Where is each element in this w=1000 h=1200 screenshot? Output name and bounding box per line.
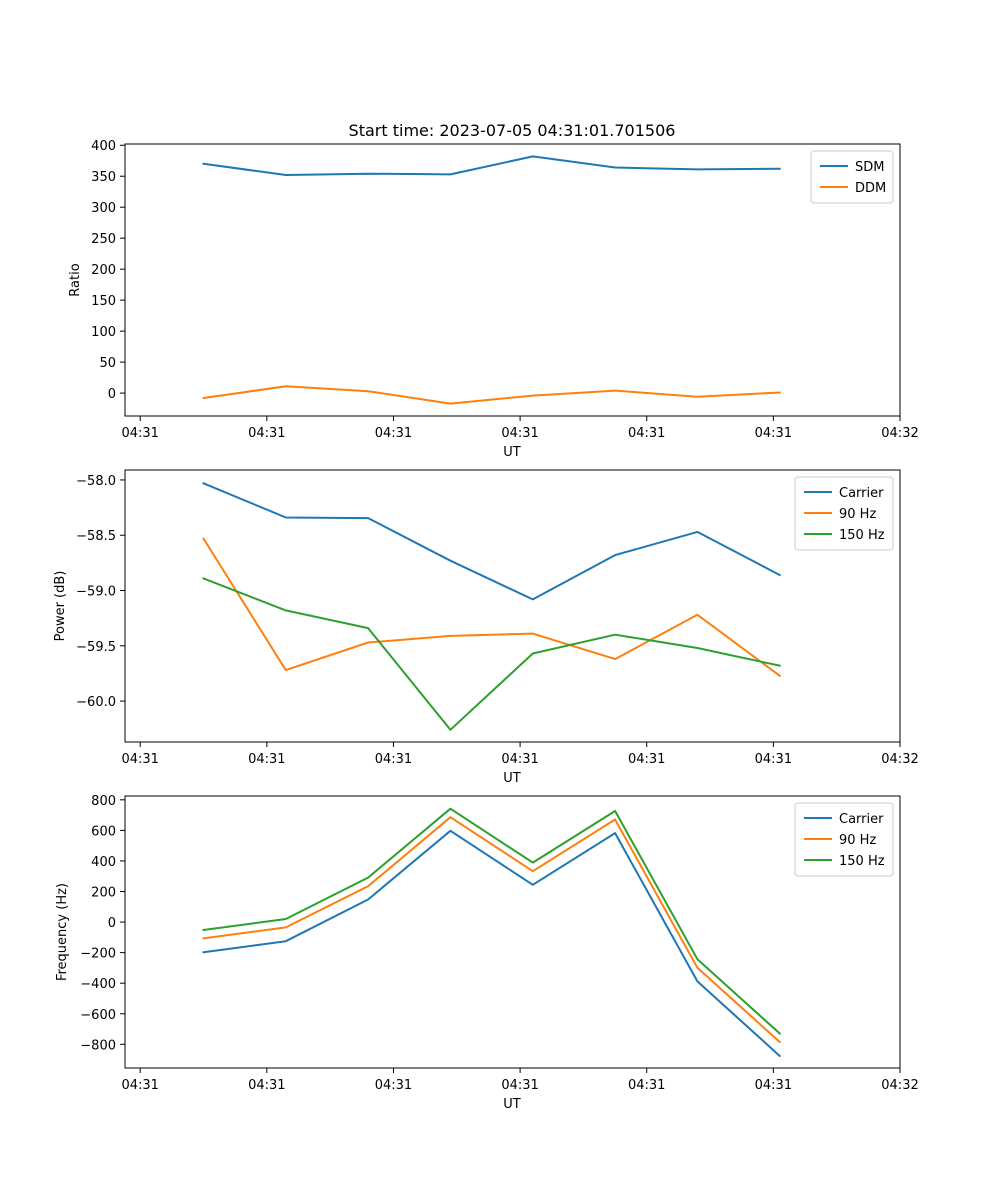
- power-legend-label: 90 Hz: [839, 507, 876, 522]
- frequency-legend: Carrier 90 Hz 150 Hz: [794, 802, 894, 877]
- frequency-x-tick-label: 04:31: [628, 1078, 665, 1093]
- frequency-x-tick-label: 04:32: [881, 1078, 918, 1093]
- ratio-legend-label: DDM: [855, 181, 886, 196]
- ratio-y-tick-label: 400: [91, 139, 116, 154]
- power-series-carrier-line: [202, 481, 782, 601]
- frequency-y-tick-label: 800: [91, 794, 116, 809]
- ratio-y-tick-label: 0: [108, 387, 116, 402]
- power-y-tick-label: −59.0: [76, 585, 116, 600]
- ratio-x-tick-label: 04:31: [248, 426, 285, 441]
- frequency-chart-panel: 04:31 04:31 04:31 04:31 04:31 04:31 04:32 −800 −…: [55, 794, 919, 1112]
- power-legend: Carrier 90 Hz 150 Hz: [794, 476, 894, 551]
- ratio-x-tick-label: 04:31: [501, 426, 538, 441]
- power-y-axis-label: Power (dB): [53, 571, 68, 642]
- frequency-x-tick-label: 04:31: [501, 1078, 538, 1093]
- power-legend-label: 150 Hz: [839, 528, 885, 543]
- frequency-y-tick-label: −800: [80, 1038, 116, 1053]
- power-y-tick-label: −60.0: [76, 695, 116, 710]
- ratio-y-tick-label: 150: [91, 294, 116, 309]
- ratio-y-tick-label: 200: [91, 263, 116, 278]
- ratio-y-tick-label: 300: [91, 201, 116, 216]
- power-y-tick-label: −59.5: [76, 640, 116, 655]
- frequency-legend-label: 150 Hz: [839, 854, 885, 869]
- ratio-y-tick-label: 250: [91, 232, 116, 247]
- frequency-y-tick-label: 0: [108, 916, 116, 931]
- ratio-series-sdm-line: [202, 155, 781, 176]
- frequency-x-tick-label: 04:31: [755, 1078, 792, 1093]
- power-x-axis-label: UT: [503, 771, 521, 786]
- ratio-axes-frame: [124, 143, 901, 417]
- frequency-y-tick-label: 600: [91, 824, 116, 839]
- power-chart-panel: 04:31 04:31 04:31 04:31 04:31 04:31 04:32 −60.0…: [53, 469, 919, 786]
- frequency-x-axis-label: UT: [503, 1097, 521, 1112]
- frequency-legend-box: [794, 802, 894, 877]
- power-x-tick-label: 04:31: [121, 752, 158, 767]
- power-legend-box: [794, 476, 894, 551]
- power-series-150-hz-line: [202, 577, 781, 731]
- ratio-x-tick-label: 04:32: [881, 426, 918, 441]
- figure-title: Start time: 2023-07-05 04:31:01.701506: [349, 121, 676, 140]
- ratio-legend: SDM DDM: [810, 150, 894, 204]
- power-legend-label: Carrier: [839, 486, 884, 501]
- frequency-y-tick-label: −400: [80, 977, 116, 992]
- frequency-x-tick-label: 04:31: [248, 1078, 285, 1093]
- ratio-chart-panel: 04:31 04:31 04:31 04:31 04:31 04:31 04:32 0 50 10…: [68, 139, 919, 460]
- frequency-y-tick-label: −200: [80, 947, 116, 962]
- frequency-series-150-hz-line: [202, 807, 782, 1035]
- frequency-y-tick-label: 200: [91, 886, 116, 901]
- ratio-legend-label: SDM: [855, 160, 884, 175]
- ratio-x-axis-label: UT: [503, 445, 521, 460]
- power-y-tick-label: −58.5: [76, 529, 116, 544]
- frequency-series-90-hz-line: [202, 816, 782, 1044]
- power-x-tick-label: 04:31: [248, 752, 285, 767]
- frequency-y-axis-label: Frequency (Hz): [55, 883, 70, 981]
- ratio-y-tick-label: 50: [99, 356, 116, 371]
- power-x-tick-label: 04:31: [501, 752, 538, 767]
- frequency-legend-label: 90 Hz: [839, 833, 876, 848]
- frequency-series-carrier-line: [202, 829, 782, 1058]
- ratio-y-axis-label: Ratio: [68, 263, 83, 296]
- ratio-series-ddm-line: [202, 385, 781, 405]
- frequency-x-tick-label: 04:31: [121, 1078, 158, 1093]
- power-x-tick-label: 04:32: [881, 752, 918, 767]
- ratio-x-tick-label: 04:31: [375, 426, 412, 441]
- power-x-tick-label: 04:31: [755, 752, 792, 767]
- power-x-tick-label: 04:31: [375, 752, 412, 767]
- frequency-axes-frame: [124, 795, 901, 1069]
- ratio-y-tick-label: 350: [91, 170, 116, 185]
- frequency-y-tick-label: −600: [80, 1008, 116, 1023]
- power-x-tick-label: 04:31: [628, 752, 665, 767]
- frequency-legend-label: Carrier: [839, 812, 884, 827]
- power-series-90-hz-line: [202, 537, 782, 678]
- ratio-x-tick-label: 04:31: [628, 426, 665, 441]
- ratio-legend-box: [810, 150, 894, 204]
- power-axes-frame: [124, 469, 901, 743]
- ratio-x-tick-label: 04:31: [755, 426, 792, 441]
- ratio-x-tick-label: 04:31: [121, 426, 158, 441]
- power-y-tick-label: −58.0: [76, 474, 116, 489]
- ratio-y-tick-label: 100: [91, 325, 116, 340]
- frequency-y-tick-label: 400: [91, 855, 116, 870]
- frequency-x-tick-label: 04:31: [375, 1078, 412, 1093]
